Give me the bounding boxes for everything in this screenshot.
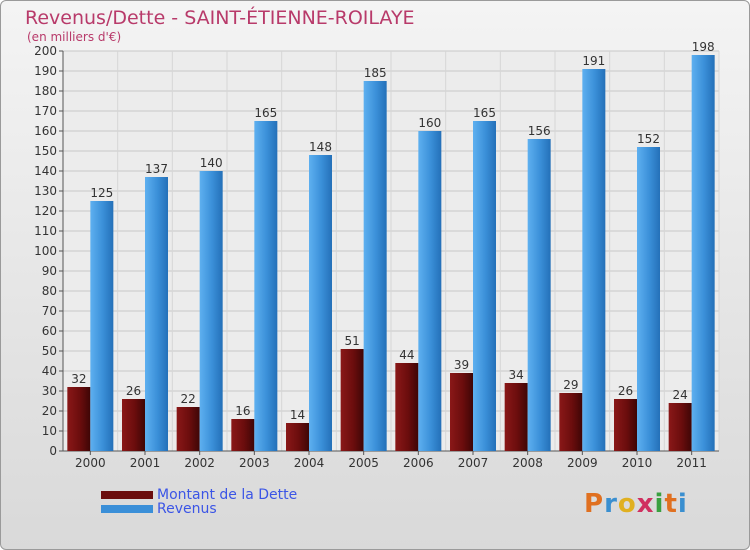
y-tick-label: 150 (34, 144, 57, 158)
legend-swatch-dette (101, 491, 153, 499)
bar-dette (286, 423, 309, 451)
data-label-dette: 22 (181, 392, 196, 406)
data-label-dette: 26 (618, 384, 633, 398)
data-label-dette: 24 (673, 388, 688, 402)
logo-letter: t (664, 489, 678, 519)
chart-subtitle: (en milliers d'€) (27, 30, 122, 44)
y-tick-label: 160 (34, 124, 57, 138)
bar-revenus (145, 177, 168, 451)
y-tick-label: 70 (42, 304, 57, 318)
data-label-dette: 34 (509, 368, 524, 382)
y-tick-label: 100 (34, 244, 57, 258)
data-label-revenus: 137 (145, 162, 168, 176)
y-tick-label: 200 (34, 44, 57, 58)
bar-revenus (254, 121, 278, 451)
data-label-revenus: 165 (254, 106, 277, 120)
x-tick-label: 2004 (294, 456, 325, 470)
bar-dette (450, 373, 473, 451)
data-label-dette: 51 (345, 334, 360, 348)
bar-dette (176, 407, 200, 451)
data-label-revenus: 191 (582, 54, 605, 68)
bar-revenus (527, 139, 551, 451)
logo-letter: i (654, 489, 665, 519)
y-tick-label: 30 (42, 384, 57, 398)
data-label-revenus: 125 (90, 186, 113, 200)
x-tick-label: 2002 (184, 456, 215, 470)
data-label-revenus: 185 (364, 66, 387, 80)
bar-dette (122, 399, 145, 451)
data-label-revenus: 165 (473, 106, 496, 120)
bar-dette (395, 363, 419, 451)
data-label-dette: 16 (235, 404, 250, 418)
y-tick-label: 180 (34, 84, 57, 98)
bar-dette (614, 399, 637, 451)
y-tick-label: 130 (34, 184, 57, 198)
y-tick-label: 10 (42, 424, 57, 438)
logo-letter: P (584, 489, 605, 519)
y-tick-label: 60 (42, 324, 57, 338)
legend-swatch-revenus (101, 505, 153, 513)
legend-item-revenus: Revenus (101, 501, 217, 517)
x-tick-label: 2008 (512, 456, 543, 470)
data-label-revenus: 156 (528, 124, 551, 138)
data-label-revenus: 148 (309, 140, 332, 154)
x-tick-label: 2010 (622, 456, 653, 470)
logo-letter: r (604, 489, 618, 519)
y-tick-label: 0 (49, 444, 57, 458)
data-label-dette: 14 (290, 408, 305, 422)
x-tick-label: 2001 (130, 456, 161, 470)
x-tick-label: 2003 (239, 456, 270, 470)
logo-letter: i (677, 489, 688, 519)
x-tick-label: 2005 (348, 456, 379, 470)
y-tick-label: 190 (34, 64, 57, 78)
data-label-dette: 29 (563, 378, 578, 392)
y-tick-label: 80 (42, 284, 57, 298)
data-label-revenus: 160 (418, 116, 441, 130)
bar-revenus (637, 147, 660, 451)
proxiti-logo: Proxiti (584, 489, 688, 519)
y-tick-label: 50 (42, 344, 57, 358)
bar-dette (231, 419, 255, 451)
bar-revenus (90, 201, 114, 451)
bar-revenus (473, 121, 496, 451)
data-label-dette: 44 (399, 348, 414, 362)
bar-dette (340, 349, 364, 451)
bar-dette (668, 403, 692, 451)
data-label-revenus: 198 (692, 40, 715, 54)
logo-letter: o (617, 489, 637, 519)
y-tick-label: 140 (34, 164, 57, 178)
x-tick-label: 2000 (75, 456, 106, 470)
y-tick-label: 40 (42, 364, 57, 378)
y-tick-label: 20 (42, 404, 57, 418)
legend-item-dette: Montant de la Dette (101, 487, 298, 503)
y-tick-label: 110 (34, 224, 57, 238)
bar-revenus (418, 131, 442, 451)
legend-label-revenus: Revenus (157, 501, 217, 517)
data-label-revenus: 152 (637, 132, 660, 146)
logo-letter: x (636, 489, 655, 519)
x-tick-label: 2011 (676, 456, 707, 470)
bar-revenus (363, 81, 387, 451)
x-tick-label: 2007 (458, 456, 489, 470)
bar-dette (559, 393, 583, 451)
x-tick-label: 2006 (403, 456, 434, 470)
legend-label-dette: Montant de la Dette (157, 487, 298, 503)
data-label-revenus: 140 (200, 156, 223, 170)
y-tick-label: 90 (42, 264, 57, 278)
bar-dette (67, 387, 91, 451)
y-tick-label: 170 (34, 104, 57, 118)
x-tick-label: 2009 (567, 456, 598, 470)
bar-revenus (582, 69, 606, 451)
bar-revenus (199, 171, 223, 451)
data-label-dette: 32 (71, 372, 86, 386)
y-tick-label: 120 (34, 204, 57, 218)
data-label-dette: 26 (126, 384, 141, 398)
bar-dette (504, 383, 528, 451)
data-label-dette: 39 (454, 358, 469, 372)
bar-revenus (691, 55, 715, 451)
bar-revenus (309, 155, 332, 451)
chart-title: Revenus/Dette - SAINT-ÉTIENNE-ROILAYE (25, 7, 415, 29)
